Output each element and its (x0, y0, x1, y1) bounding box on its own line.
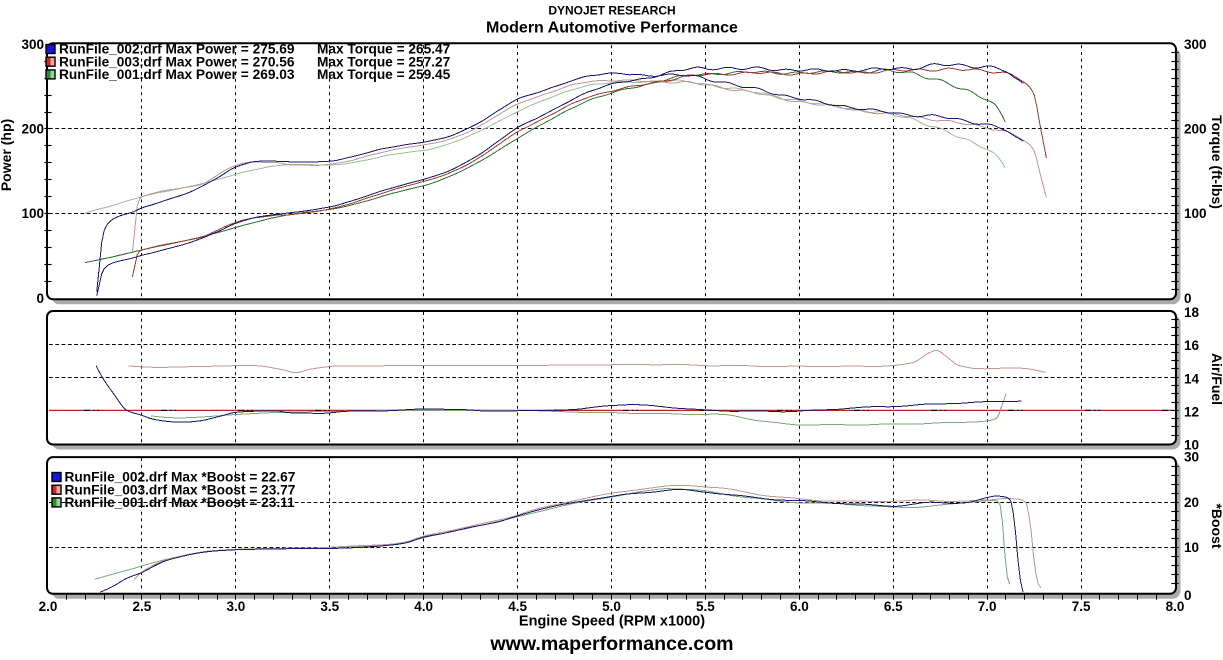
svg-text:6.5: 6.5 (884, 599, 903, 614)
svg-text:4.0: 4.0 (414, 599, 433, 614)
svg-text:Modern Automotive Performance: Modern Automotive Performance (486, 20, 738, 37)
svg-text:12: 12 (1184, 404, 1199, 419)
svg-text:Engine Speed (RPM x1000): Engine Speed (RPM x1000) (519, 614, 705, 630)
svg-text:Max Torque = 265.47: Max Torque = 265.47 (317, 42, 451, 57)
svg-text:RunFile_002.drf Max *Boost = 2: RunFile_002.drf Max *Boost = 22.67 (65, 470, 296, 485)
svg-text:3.0: 3.0 (226, 599, 245, 614)
svg-text:Torque (ft-lbs): Torque (ft-lbs) (1209, 115, 1223, 209)
svg-text:10: 10 (1184, 540, 1199, 555)
svg-text:7.5: 7.5 (1072, 599, 1091, 614)
svg-text:7.0: 7.0 (978, 599, 997, 614)
svg-text:8.0: 8.0 (1166, 599, 1185, 614)
svg-text:6.0: 6.0 (790, 599, 809, 614)
svg-text:300: 300 (1184, 37, 1207, 52)
svg-text:0: 0 (36, 291, 44, 306)
svg-text:2.0: 2.0 (39, 599, 58, 614)
svg-text:3.5: 3.5 (320, 599, 339, 614)
svg-text:0: 0 (1184, 291, 1192, 306)
svg-text:2.5: 2.5 (133, 599, 152, 614)
svg-text:RunFile_003.drf Max Power = 27: RunFile_003.drf Max Power = 270.56 (59, 54, 295, 69)
svg-text:0: 0 (1184, 588, 1192, 603)
svg-text:Power (hp): Power (hp) (0, 119, 14, 191)
svg-text:Max Torque = 259.45: Max Torque = 259.45 (317, 67, 451, 82)
svg-text:*Boost: *Boost (1209, 503, 1223, 548)
svg-text:RunFile_001.drf Max Power = 26: RunFile_001.drf Max Power = 269.03 (59, 67, 295, 82)
svg-text:www.maperformance.com: www.maperformance.com (489, 633, 733, 655)
svg-text:RunFile_003.drf Max *Boost = 2: RunFile_003.drf Max *Boost = 23.77 (65, 482, 296, 497)
svg-text:100: 100 (1184, 206, 1207, 221)
svg-text:100: 100 (21, 206, 44, 221)
svg-text:200: 200 (21, 122, 44, 137)
svg-text:DYNOJET RESEARCH: DYNOJET RESEARCH (548, 4, 675, 18)
svg-text:14: 14 (1184, 371, 1200, 386)
svg-text:Air/Fuel: Air/Fuel (1209, 353, 1223, 405)
svg-text:200: 200 (1184, 122, 1207, 137)
svg-text:18: 18 (1184, 305, 1200, 320)
svg-text:5.5: 5.5 (696, 599, 715, 614)
svg-text:5.0: 5.0 (602, 599, 621, 614)
svg-text:30: 30 (1184, 450, 1199, 465)
svg-text:RunFile_001.drf Max *Boost = 2: RunFile_001.drf Max *Boost = 23.11 (65, 495, 296, 510)
svg-text:Max Torque = 257.27: Max Torque = 257.27 (317, 54, 451, 69)
svg-text:10: 10 (1184, 438, 1199, 453)
svg-text:16: 16 (1184, 338, 1200, 353)
svg-text:RunFile_002.drf Max Power = 27: RunFile_002.drf Max Power = 275.69 (59, 42, 295, 57)
svg-text:4.5: 4.5 (508, 599, 527, 614)
svg-text:300: 300 (21, 37, 44, 52)
svg-text:20: 20 (1184, 495, 1199, 510)
